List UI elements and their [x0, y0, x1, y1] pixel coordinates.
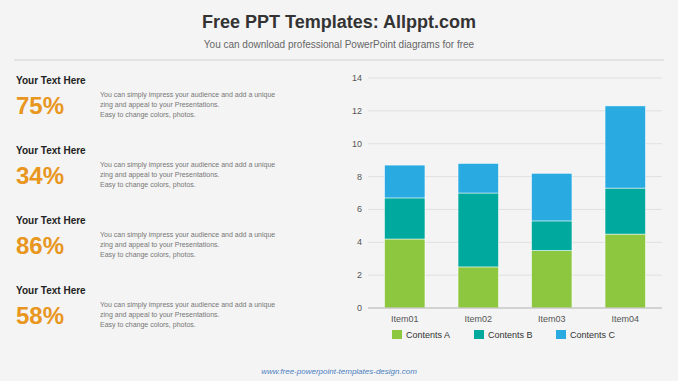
separator	[14, 60, 664, 61]
description-line: Easy to change colors, photos.	[100, 251, 196, 259]
title: Free PPT Templates: Allppt.com	[202, 12, 476, 32]
panel-heading: Your Text Here	[16, 75, 86, 86]
panel-heading: Your Text Here	[16, 285, 86, 296]
bar-segment	[385, 198, 425, 239]
grid-line	[368, 308, 662, 309]
description-line: You can simply impress your audience and…	[100, 231, 275, 239]
y-tick-label: 14	[352, 73, 362, 83]
panel-heading: Your Text Here	[16, 215, 86, 226]
bar-segment	[458, 267, 498, 308]
panel-percent: 34%	[16, 162, 64, 189]
legend-label: Contents A	[406, 330, 450, 340]
legend-label: Contents C	[570, 330, 616, 340]
description-line: Easy to change colors, photos.	[100, 181, 196, 189]
panel-heading: Your Text Here	[16, 145, 86, 156]
legend-swatch	[392, 330, 402, 339]
bar-segment	[458, 163, 498, 193]
panel-description: You can simply impress your audience and…	[100, 91, 275, 119]
panel-percent: 58%	[16, 302, 64, 329]
y-tick-label: 4	[357, 237, 362, 247]
description-line: zing and appeal to your Presentations.	[100, 171, 220, 179]
bar-segment	[385, 165, 425, 198]
bar-segment	[605, 234, 645, 308]
panel-percent: 86%	[16, 232, 64, 259]
legend-swatch	[556, 330, 566, 339]
x-tick-label: Item02	[464, 314, 492, 324]
x-tick-label: Item04	[611, 314, 639, 324]
footer: www.free-powerpoint-templates-design.com	[261, 367, 417, 376]
legend: Contents A Contents B Contents C	[392, 330, 616, 340]
panel-description: You can simply impress your audience and…	[100, 301, 275, 329]
bar-segment	[532, 173, 572, 221]
y-tick-label: 2	[357, 270, 362, 280]
x-axis	[368, 308, 662, 309]
y-tick-label: 12	[352, 106, 362, 116]
bar-segment	[458, 193, 498, 267]
bar-segment	[532, 251, 572, 309]
y-tick-label: 8	[357, 172, 362, 182]
description-line: You can simply impress your audience and…	[100, 91, 275, 99]
description-line: zing and appeal to your Presentations.	[100, 101, 220, 109]
panel-description: You can simply impress your audience and…	[100, 231, 275, 259]
panel-percent: 75%	[16, 92, 64, 119]
description-line: Easy to change colors, photos.	[100, 111, 196, 119]
description-line: zing and appeal to your Presentations.	[100, 241, 220, 249]
y-tick-label: 0	[357, 303, 362, 313]
x-tick-label: Item03	[538, 314, 566, 324]
bars	[385, 106, 646, 308]
description-line: zing and appeal to your Presentations.	[100, 311, 220, 319]
y-tick-label: 10	[352, 139, 362, 149]
description-line: Easy to change colors, photos.	[100, 321, 196, 329]
grid-line	[368, 78, 662, 79]
bar-segment	[532, 221, 572, 251]
x-tick-label: Item01	[391, 314, 419, 324]
bar-segment	[385, 239, 425, 308]
description-line: You can simply impress your audience and…	[100, 161, 275, 169]
bar-segment	[605, 106, 645, 188]
description-line: You can simply impress your audience and…	[100, 301, 275, 309]
chart-root: Free PPT Templates: Allppt.com You can do…	[0, 0, 678, 381]
panel-description: You can simply impress your audience and…	[100, 161, 275, 189]
grid	[368, 78, 662, 308]
y-tick-label: 6	[357, 204, 362, 214]
legend-swatch	[474, 330, 484, 339]
legend-label: Contents B	[488, 330, 533, 340]
subtitle: You can download professional PowerPoint…	[204, 39, 475, 50]
background	[0, 0, 678, 381]
bar-segment	[605, 188, 645, 234]
